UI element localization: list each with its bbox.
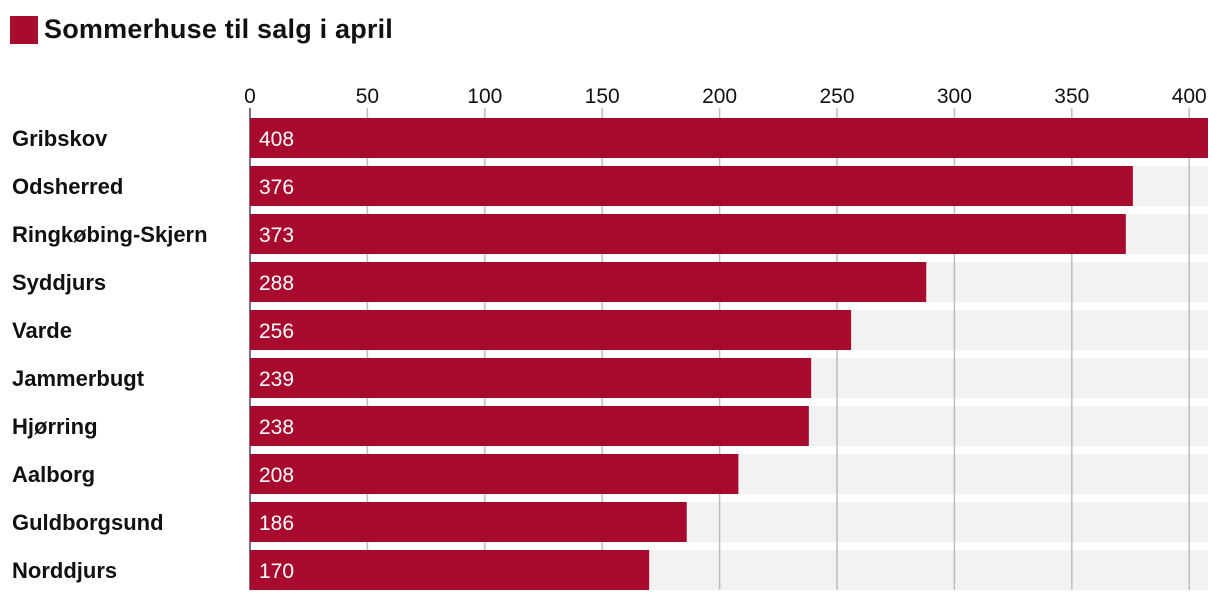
x-tick-label: 0	[244, 85, 256, 108]
bar	[250, 502, 687, 542]
bar	[250, 310, 852, 350]
category-label: Guldborgsund	[12, 510, 164, 535]
category-label: Syddjurs	[12, 270, 106, 295]
category-label: Aalborg	[12, 462, 95, 487]
x-tick-label: 250	[819, 85, 854, 108]
category-label: Gribskov	[12, 126, 108, 151]
x-tick-label: 200	[702, 85, 737, 108]
category-label: Jammerbugt	[12, 366, 145, 391]
category-label: Norddjurs	[12, 558, 117, 583]
data-label: 256	[259, 320, 294, 343]
data-label: 373	[259, 224, 294, 247]
data-label: 208	[259, 464, 294, 487]
x-tick-label: 300	[937, 85, 972, 108]
x-tick-label: 50	[356, 85, 379, 108]
bar	[250, 118, 1208, 158]
bar	[250, 550, 650, 590]
data-label: 376	[259, 176, 294, 199]
x-tick-label: 400	[1172, 85, 1207, 108]
category-label: Ringkøbing-Skjern	[12, 222, 208, 247]
data-label: 288	[259, 272, 294, 295]
x-tick-label: 150	[585, 85, 620, 108]
data-label: 408	[259, 128, 294, 151]
bar	[250, 406, 809, 446]
legend-swatch	[10, 15, 38, 44]
category-label: Odsherred	[12, 174, 123, 199]
x-tick-label: 350	[1054, 85, 1089, 108]
data-label: 186	[259, 512, 294, 535]
category-label: Hjørring	[12, 414, 98, 439]
bar	[250, 166, 1133, 206]
data-label: 170	[259, 560, 294, 583]
x-tick-label: 100	[467, 85, 502, 108]
bar	[250, 454, 739, 494]
data-label: 238	[259, 416, 294, 439]
data-label: 239	[259, 368, 294, 391]
chart-legend: Sommerhuse til salg i april	[10, 14, 393, 45]
bar	[250, 214, 1126, 254]
chart-title: Sommerhuse til salg i april	[44, 14, 394, 44]
bar	[250, 262, 927, 302]
category-label: Varde	[12, 318, 72, 343]
bar	[250, 358, 812, 398]
